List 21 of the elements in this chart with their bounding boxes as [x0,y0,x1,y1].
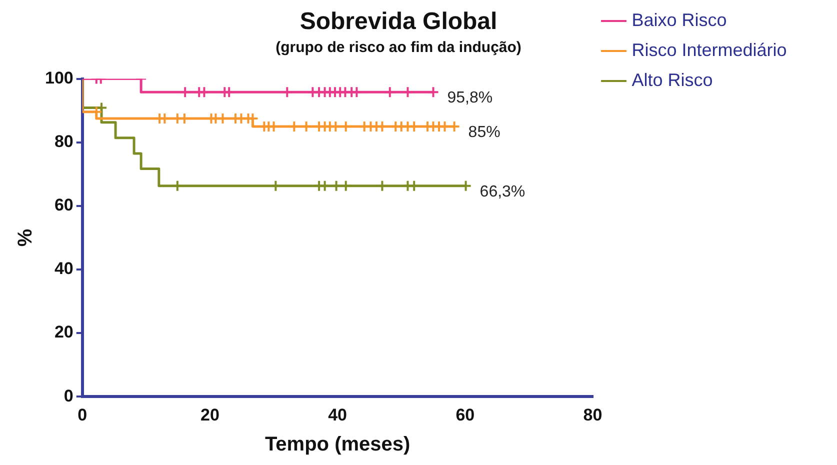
y-tick-label: 40 [54,259,74,278]
y-tick-label: 60 [54,196,74,215]
legend-label: Risco Intermediário [632,40,787,60]
y-axis-title: % [14,228,37,247]
annotation: 85% [468,124,500,141]
x-tick-label: 60 [456,405,475,424]
annotation: 66,3% [480,183,526,200]
x-tick-label: 80 [583,405,602,424]
chart-title: Sobrevida Global [300,8,498,36]
chart-subtitle: (grupo de risco ao fim da indução) [276,38,522,56]
x-tick-label: 20 [200,405,220,424]
x-tick-label: 0 [78,405,88,424]
annotation: 95,8% [447,90,493,107]
y-tick-label: 100 [44,68,74,88]
x-axis-title: Tempo (meses) [264,434,410,456]
y-tick-label: 80 [54,132,74,152]
x-tick-label: 40 [328,405,348,424]
y-tick-label: 20 [54,322,74,342]
legend-label: Alto Risco [632,70,713,90]
y-tick-label: 0 [64,386,74,406]
legend-label: Baixo Risco [632,10,727,30]
